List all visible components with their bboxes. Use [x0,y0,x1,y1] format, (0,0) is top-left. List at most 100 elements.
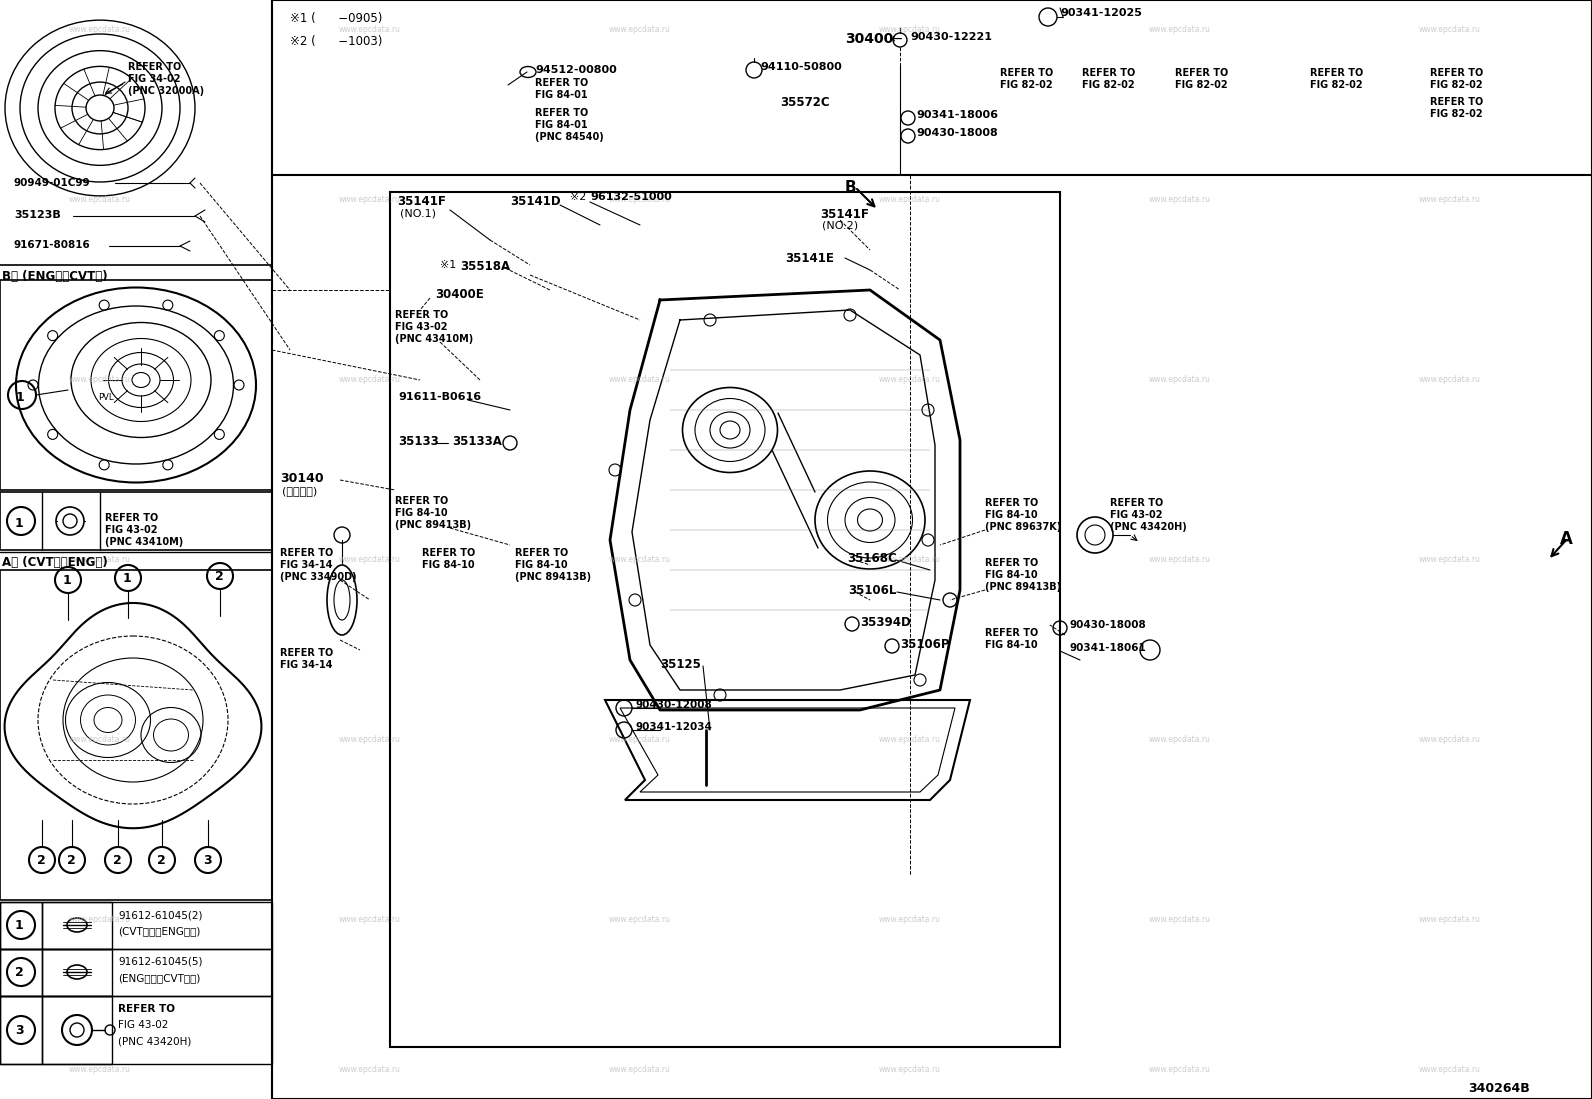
Text: (CVT側からENG側へ): (CVT側からENG側へ) [118,926,201,936]
Text: www.epcdata.ru: www.epcdata.ru [339,555,401,565]
Bar [0,996,272,1064]
Text: www.epcdata.ru: www.epcdata.ru [610,735,670,744]
Text: www.epcdata.ru: www.epcdata.ru [1149,735,1212,744]
Text: 91612-61045(2): 91612-61045(2) [118,910,202,920]
Bar [0,950,272,996]
Text: FIG 84-10: FIG 84-10 [985,640,1038,650]
Text: (PNC 89413B): (PNC 89413B) [395,520,471,530]
Text: REFER TO: REFER TO [535,108,589,118]
Text: www.epcdata.ru: www.epcdata.ru [1418,735,1481,744]
Text: (リビルト): (リビルト) [282,486,317,496]
Bar [272,0,1592,1099]
Text: www.epcdata.ru: www.epcdata.ru [879,555,941,565]
Text: 35123B: 35123B [14,210,60,220]
Text: REFER TO: REFER TO [280,548,333,558]
Text: www.epcdata.ru: www.epcdata.ru [879,735,941,744]
Text: www.epcdata.ru: www.epcdata.ru [68,196,131,204]
Bar [41,996,111,1064]
Text: FIG 82-02: FIG 82-02 [1310,80,1363,90]
Text: REFER TO: REFER TO [985,628,1038,639]
Text: 30400: 30400 [845,32,893,46]
Text: 3: 3 [14,1024,24,1037]
Text: 91671-80816: 91671-80816 [14,240,91,249]
Text: FIG 82-02: FIG 82-02 [1430,109,1482,119]
Text: www.epcdata.ru: www.epcdata.ru [1418,25,1481,34]
Text: REFER TO: REFER TO [985,498,1038,508]
Text: 340264B: 340264B [1468,1083,1530,1095]
Text: 90341-12034: 90341-12034 [635,722,712,732]
Text: (PNC 43410M): (PNC 43410M) [105,537,183,547]
Text: (PNC 43420H): (PNC 43420H) [118,1036,191,1046]
Text: 90430-12221: 90430-12221 [911,32,992,42]
Bar [41,950,111,996]
Text: 2: 2 [37,854,46,867]
Text: REFER TO: REFER TO [105,513,158,523]
Text: 35394D: 35394D [860,617,911,629]
Text: 35106P: 35106P [899,639,949,651]
Text: FIG 84-10: FIG 84-10 [422,560,474,570]
Text: REFER TO: REFER TO [1430,97,1484,107]
Text: www.epcdata.ru: www.epcdata.ru [68,376,131,385]
Bar [0,902,41,950]
Text: FIG 84-10: FIG 84-10 [514,560,568,570]
Bar [0,492,272,550]
Text: 1: 1 [123,571,132,585]
Text: 90949-01C99: 90949-01C99 [14,178,91,188]
Text: FIG 43-02: FIG 43-02 [1110,510,1162,520]
Text: 35106L: 35106L [849,584,896,597]
Text: www.epcdata.ru: www.epcdata.ru [879,376,941,385]
Text: 2: 2 [67,854,76,867]
Text: (PNC 32000A): (PNC 32000A) [127,86,204,96]
Text: www.epcdata.ru: www.epcdata.ru [1418,915,1481,924]
Bar [390,192,1060,1047]
Text: REFER TO: REFER TO [1083,68,1135,78]
Text: www.epcdata.ru: www.epcdata.ru [610,1066,670,1075]
Text: www.epcdata.ru: www.epcdata.ru [1418,1066,1481,1075]
Text: (ENG側からCVT側へ): (ENG側からCVT側へ) [118,973,201,983]
Text: www.epcdata.ru: www.epcdata.ru [879,196,941,204]
Text: FIG 84-01: FIG 84-01 [535,120,587,130]
Text: B: B [845,180,856,195]
Text: FIG 82-02: FIG 82-02 [1430,80,1482,90]
Text: 35141D: 35141D [509,195,560,208]
Text: 35518A: 35518A [460,260,509,273]
Text: REFER TO: REFER TO [127,62,181,73]
Text: www.epcdata.ru: www.epcdata.ru [1149,376,1212,385]
Text: REFER TO: REFER TO [985,558,1038,568]
Text: REFER TO: REFER TO [118,1004,175,1014]
Text: 90430-18008: 90430-18008 [1070,620,1146,630]
Text: (NO.1): (NO.1) [400,208,436,218]
Text: www.epcdata.ru: www.epcdata.ru [68,735,131,744]
Text: 35125: 35125 [661,658,700,671]
Text: 90341-18006: 90341-18006 [915,110,998,120]
Bar [0,902,272,950]
Text: REFER TO: REFER TO [535,78,589,88]
Text: www.epcdata.ru: www.epcdata.ru [879,1066,941,1075]
Text: REFER TO: REFER TO [1430,68,1484,78]
Text: REFER TO: REFER TO [422,548,476,558]
Text: www.epcdata.ru: www.epcdata.ru [68,1066,131,1075]
Bar [0,950,41,996]
Text: www.epcdata.ru: www.epcdata.ru [68,915,131,924]
Text: FIG 82-02: FIG 82-02 [1175,80,1227,90]
Text: ←: ← [890,32,901,46]
Text: 2: 2 [158,854,166,867]
Text: www.epcdata.ru: www.epcdata.ru [339,25,401,34]
Text: www.epcdata.ru: www.epcdata.ru [339,1066,401,1075]
Text: (PNC 89637K): (PNC 89637K) [985,522,1062,532]
Text: www.epcdata.ru: www.epcdata.ru [610,555,670,565]
Text: FIG 82-02: FIG 82-02 [1083,80,1135,90]
Text: 2: 2 [215,570,224,582]
Text: FIG 43-02: FIG 43-02 [118,1020,169,1030]
Text: www.epcdata.ru: www.epcdata.ru [879,915,941,924]
Text: 1: 1 [14,517,24,530]
Text: 35141E: 35141E [785,252,834,265]
Text: ※2: ※2 [570,192,586,202]
Text: REFER TO: REFER TO [1110,498,1164,508]
Text: 30400E: 30400E [435,288,484,301]
Text: 90430-18008: 90430-18008 [915,127,998,138]
Text: A: A [1560,530,1573,548]
Text: 91612-61045(5): 91612-61045(5) [118,957,202,967]
Text: 1: 1 [64,574,72,587]
Text: REFER TO: REFER TO [280,648,333,658]
